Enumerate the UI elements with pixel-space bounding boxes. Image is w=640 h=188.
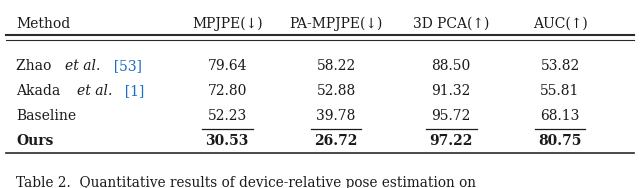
Text: 68.13: 68.13 bbox=[540, 109, 580, 123]
Text: 26.72: 26.72 bbox=[314, 134, 358, 148]
Text: [53]: [53] bbox=[111, 59, 142, 73]
Text: Ours: Ours bbox=[16, 134, 53, 148]
Text: 88.50: 88.50 bbox=[431, 59, 471, 73]
Text: 55.81: 55.81 bbox=[540, 84, 580, 98]
Text: 95.72: 95.72 bbox=[431, 109, 471, 123]
Text: AUC(↑): AUC(↑) bbox=[532, 17, 588, 31]
Text: Baseline: Baseline bbox=[16, 109, 76, 123]
Text: 72.80: 72.80 bbox=[207, 84, 247, 98]
Text: 79.64: 79.64 bbox=[207, 59, 247, 73]
Text: 80.75: 80.75 bbox=[538, 134, 582, 148]
Text: 3D PCA(↑): 3D PCA(↑) bbox=[413, 17, 490, 31]
Text: 58.22: 58.22 bbox=[316, 59, 356, 73]
Text: [1]: [1] bbox=[122, 84, 145, 98]
Text: Zhao: Zhao bbox=[16, 59, 54, 73]
Text: 39.78: 39.78 bbox=[316, 109, 356, 123]
Text: 53.82: 53.82 bbox=[540, 59, 580, 73]
Text: MPJPE(↓): MPJPE(↓) bbox=[192, 17, 262, 31]
Text: 30.53: 30.53 bbox=[205, 134, 249, 148]
Text: Akada: Akada bbox=[16, 84, 63, 98]
Text: 97.22: 97.22 bbox=[429, 134, 473, 148]
Text: Table 2.  Quantitative results of device-relative pose estimation on: Table 2. Quantitative results of device-… bbox=[16, 176, 476, 188]
Text: et al.: et al. bbox=[65, 59, 100, 73]
Text: et al.: et al. bbox=[77, 84, 112, 98]
Text: 91.32: 91.32 bbox=[431, 84, 471, 98]
Text: 52.88: 52.88 bbox=[316, 84, 356, 98]
Text: PA-MPJPE(↓): PA-MPJPE(↓) bbox=[289, 17, 383, 31]
Text: Method: Method bbox=[16, 17, 70, 31]
Text: 52.23: 52.23 bbox=[207, 109, 247, 123]
